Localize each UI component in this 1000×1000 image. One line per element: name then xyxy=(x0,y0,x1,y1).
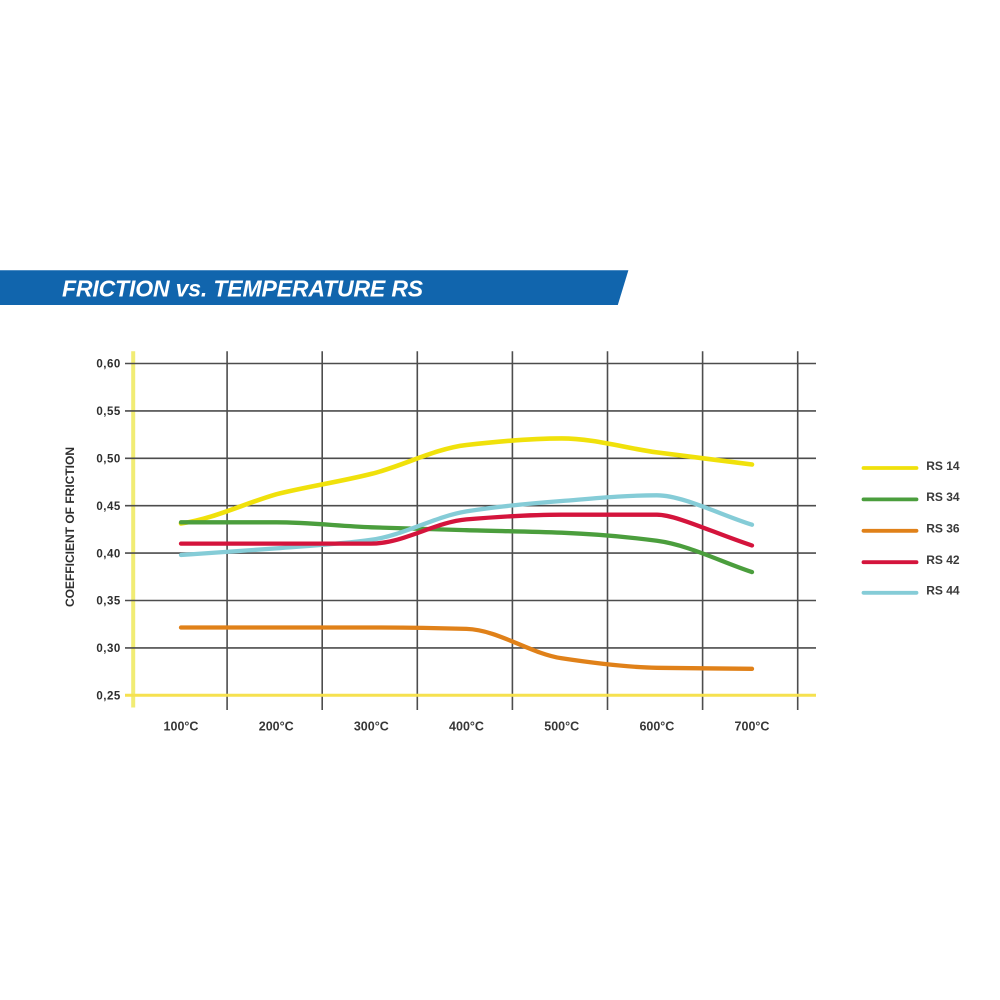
svg-text:0,25: 0,25 xyxy=(96,691,120,703)
svg-text:400°C: 400°C xyxy=(449,719,484,733)
svg-text:FRICTION vs. TEMPERATURE RS: FRICTION vs. TEMPERATURE RS xyxy=(62,276,424,302)
svg-text:600°C: 600°C xyxy=(639,719,674,733)
svg-text:200°C: 200°C xyxy=(259,719,294,733)
svg-text:COEFFICIENT OF FRICTION: COEFFICIENT OF FRICTION xyxy=(63,447,77,607)
svg-text:100°C: 100°C xyxy=(164,719,199,733)
svg-text:0,45: 0,45 xyxy=(96,501,120,513)
svg-text:0,60: 0,60 xyxy=(96,359,120,371)
svg-text:300°C: 300°C xyxy=(354,719,389,733)
svg-text:0,30: 0,30 xyxy=(96,643,120,655)
svg-text:500°C: 500°C xyxy=(544,719,579,733)
svg-text:RS 36: RS 36 xyxy=(926,522,960,536)
svg-text:RS 34: RS 34 xyxy=(926,490,960,504)
svg-text:0,50: 0,50 xyxy=(96,454,120,466)
svg-text:0,55: 0,55 xyxy=(96,406,120,418)
svg-text:RS 42: RS 42 xyxy=(926,553,960,567)
svg-text:700°C: 700°C xyxy=(735,719,770,733)
svg-text:RS 14: RS 14 xyxy=(926,459,960,473)
svg-text:0,40: 0,40 xyxy=(96,548,120,560)
svg-text:0,35: 0,35 xyxy=(96,596,120,608)
svg-text:RS 44: RS 44 xyxy=(926,584,960,598)
